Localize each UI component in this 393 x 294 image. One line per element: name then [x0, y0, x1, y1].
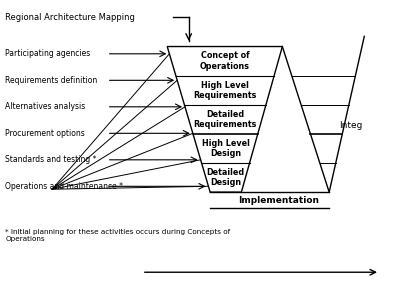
Text: High Level
Design: High Level Design [202, 139, 250, 158]
Text: Detailed
Requirements: Detailed Requirements [194, 110, 257, 129]
Text: Requirements definition: Requirements definition [5, 76, 97, 85]
Text: * Initial planning for these activities occurs during Concepts of
Operations: * Initial planning for these activities … [5, 228, 230, 242]
Text: Alternatives analysis: Alternatives analysis [5, 102, 86, 111]
Text: Detailed
Design: Detailed Design [207, 168, 245, 187]
Text: Standards and testing *: Standards and testing * [5, 155, 97, 164]
Text: Participating agencies: Participating agencies [5, 49, 90, 58]
Text: Regional Architecture Mapping: Regional Architecture Mapping [5, 13, 135, 22]
Text: Concept of
Operations: Concept of Operations [200, 51, 250, 71]
Text: Procurement options: Procurement options [5, 129, 85, 138]
Text: Operations and maintenance *: Operations and maintenance * [5, 182, 123, 191]
Text: High Level
Requirements: High Level Requirements [193, 81, 257, 100]
Text: Integ: Integ [339, 121, 362, 130]
Text: Implementation: Implementation [238, 196, 319, 205]
